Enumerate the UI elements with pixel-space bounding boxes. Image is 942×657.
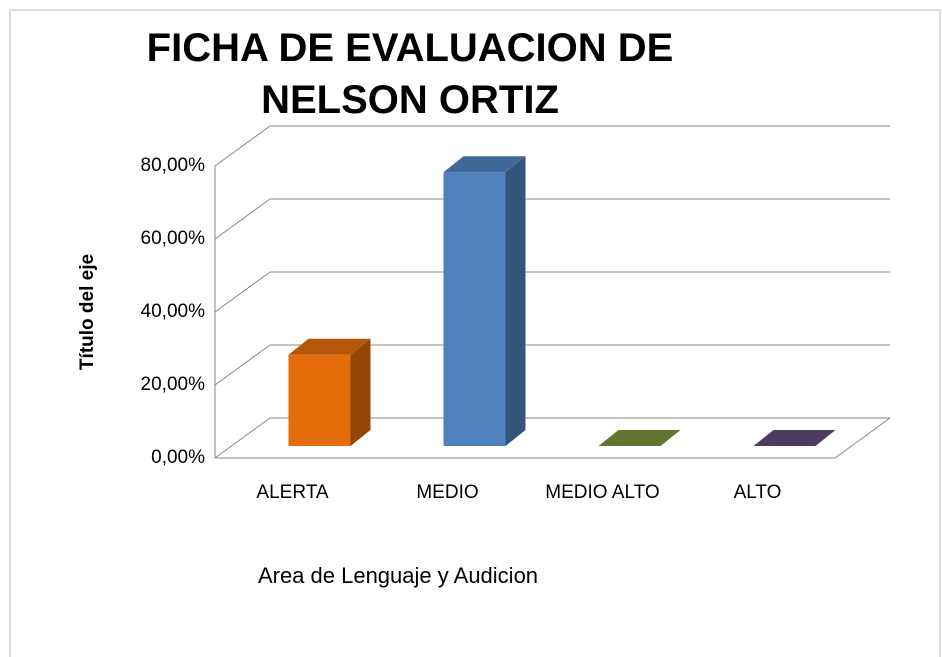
bar — [288, 338, 371, 446]
y-tick-label: 20,00% — [141, 374, 206, 395]
chart-title: FICHA DE EVALUACION DE NELSON ORTIZ — [146, 26, 674, 122]
x-tick-label: ALTO — [734, 482, 782, 503]
grid-line — [214, 271, 271, 313]
grid-line — [214, 344, 271, 386]
frame — [9, 9, 941, 657]
grid-line — [214, 417, 271, 459]
bar-top — [288, 338, 371, 355]
y-tick-label: 80,00% — [141, 155, 206, 176]
y-tick-label: 40,00% — [141, 301, 206, 322]
grid-line — [214, 125, 271, 167]
x-tick-label: MEDIO ALTO — [545, 482, 659, 503]
bar — [598, 430, 681, 446]
y-tick-label: 60,00% — [141, 228, 206, 249]
bar-front — [443, 172, 506, 446]
bar-top — [598, 430, 681, 446]
bar — [753, 430, 836, 446]
bar-side — [350, 338, 371, 446]
x-axis-title: Area de Lenguaje y Audicion — [258, 563, 538, 588]
x-tick-label: ALERTA — [256, 482, 328, 503]
floor-edge — [834, 417, 891, 459]
grid-line — [214, 198, 271, 240]
bar-front — [288, 354, 351, 446]
bar-side — [505, 156, 526, 446]
y-axis-title: Título del eje — [77, 254, 98, 370]
y-tick-label: 0,00% — [151, 447, 205, 468]
bar-top — [753, 430, 836, 446]
bar — [443, 156, 526, 446]
x-tick-label: MEDIO — [416, 482, 478, 503]
bar-top — [443, 156, 526, 173]
